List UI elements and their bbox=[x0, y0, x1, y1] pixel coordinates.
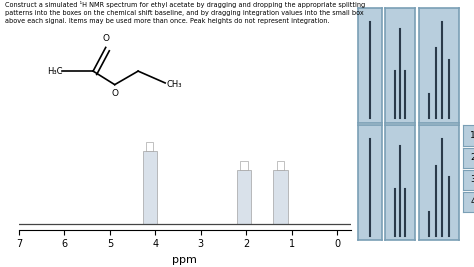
Bar bbox=[237, 170, 251, 224]
Bar bbox=[240, 161, 247, 170]
Bar bbox=[143, 151, 157, 224]
Bar bbox=[146, 143, 154, 151]
Text: 1H: 1H bbox=[470, 131, 474, 140]
X-axis label: ppm: ppm bbox=[173, 255, 197, 265]
Bar bbox=[273, 170, 288, 224]
Text: 4H: 4H bbox=[470, 198, 474, 206]
Text: 3H: 3H bbox=[470, 175, 474, 184]
Text: 2H: 2H bbox=[470, 153, 474, 162]
Text: CH₃: CH₃ bbox=[167, 80, 182, 89]
Text: O: O bbox=[111, 89, 118, 98]
Text: H₃C: H₃C bbox=[47, 66, 63, 76]
Bar bbox=[277, 161, 284, 170]
Text: Construct a simulated ¹H NMR spectrum for ethyl acetate by dragging and dropping: Construct a simulated ¹H NMR spectrum fo… bbox=[5, 1, 365, 24]
Text: O: O bbox=[102, 34, 109, 43]
